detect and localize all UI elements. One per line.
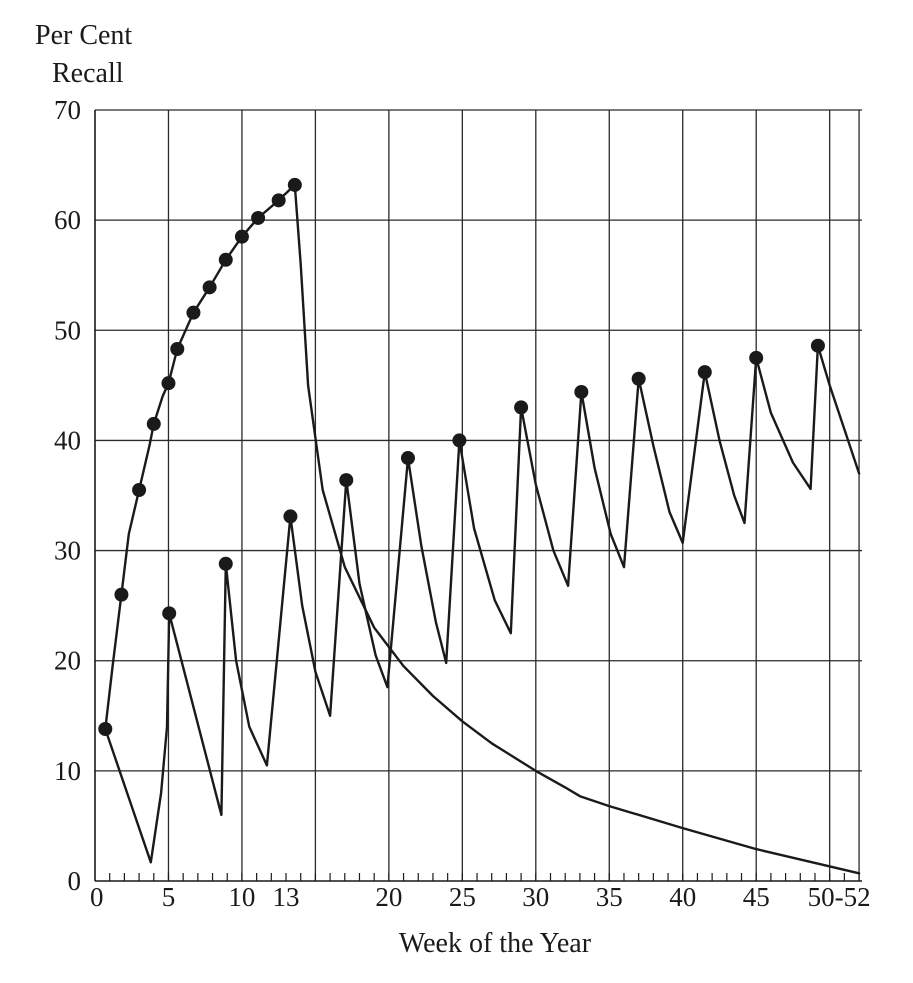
series-2-point [810, 338, 825, 353]
series-2-point [162, 606, 177, 621]
series-2-line [104, 344, 861, 864]
y-axis-label-line-1: Per Cent [35, 20, 133, 51]
y-axis-label-line-2: Recall [52, 58, 124, 89]
series-2-point [514, 400, 529, 415]
series-1-point [114, 587, 129, 602]
x-tick-label: 0 [90, 882, 104, 912]
x-tick-label: 20 [375, 882, 402, 912]
tick-labels: 0 10 20 30 40 50 60 70 0 5 10 13 20 25 30 35 40 45 50-52 [54, 95, 871, 912]
series-1-point [170, 342, 185, 357]
series-1-line [104, 183, 861, 875]
x-tick-label: 5 [162, 882, 176, 912]
series-1-point [202, 280, 217, 295]
x-tick-label: 30 [522, 882, 549, 912]
series-1-point [271, 193, 286, 208]
y-tick-label: 60 [54, 205, 81, 235]
series-1-point [234, 229, 249, 244]
series-1-point [98, 722, 113, 737]
series [104, 183, 861, 875]
y-tick-label: 10 [54, 756, 81, 786]
series-1-point [251, 210, 266, 225]
y-tick-label: 20 [54, 646, 81, 676]
y-tick-label: 0 [68, 866, 82, 896]
series-1-point [132, 482, 147, 497]
x-tick-label: 35 [596, 882, 623, 912]
markers [98, 177, 825, 737]
series-2-point [218, 556, 233, 571]
x-tick-label: 50-52 [808, 882, 871, 912]
gridlines [95, 109, 862, 881]
x-tick-label: 45 [743, 882, 770, 912]
series-2-point [283, 509, 298, 524]
y-tick-label: 70 [54, 95, 81, 125]
x-tick-label: 40 [669, 882, 696, 912]
x-tick-label: 25 [449, 882, 476, 912]
axes [94, 110, 862, 882]
y-tick-label: 40 [54, 425, 81, 455]
series-2-point [749, 350, 764, 365]
y-tick-label: 30 [54, 536, 81, 566]
series-2-point [631, 371, 646, 386]
series-1-point [146, 416, 161, 431]
series-1-point [161, 376, 176, 391]
series-2-point [400, 451, 415, 466]
series-2-point [452, 433, 467, 448]
x-axis-label: Week of the Year [398, 928, 592, 959]
series-2-point [697, 365, 712, 380]
series-1-point [287, 177, 302, 192]
x-tick-label: 13 [273, 882, 300, 912]
series-2-point [574, 384, 589, 399]
series-1-point [186, 305, 201, 320]
x-tick-label: 10 [228, 882, 255, 912]
series-1-point [218, 252, 233, 267]
y-tick-label: 50 [54, 315, 81, 345]
series-2-point [339, 473, 354, 488]
